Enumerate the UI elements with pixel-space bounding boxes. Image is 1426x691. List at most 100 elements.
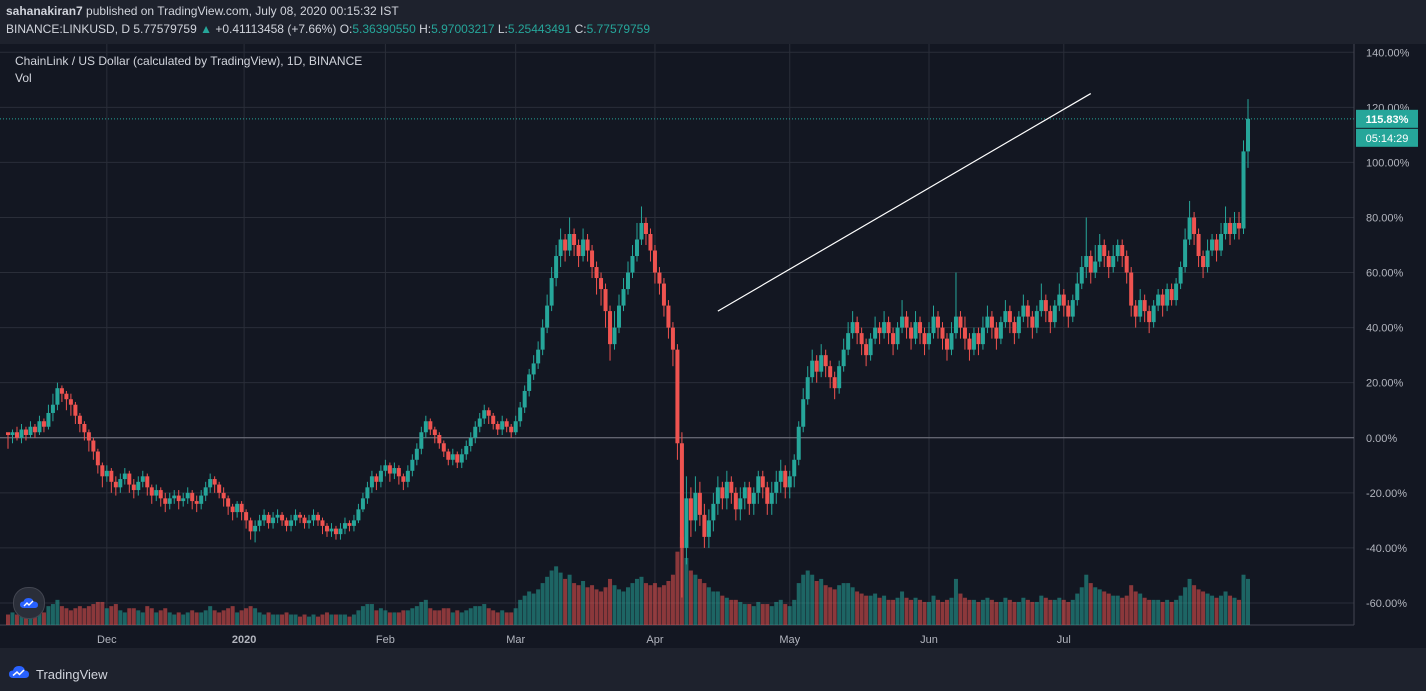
volume-bar <box>208 606 213 625</box>
candle-body <box>149 487 154 496</box>
volume-bar <box>1106 593 1111 625</box>
volume-bar <box>360 606 365 625</box>
volume-bar <box>383 610 388 625</box>
y-tick-label: 0.00% <box>1366 433 1397 445</box>
candle-body <box>765 487 770 504</box>
candle-body <box>756 476 761 493</box>
price-chart[interactable]: 140.00%120.00%100.00%80.00%60.00%40.00%2… <box>0 44 1426 648</box>
candle-body <box>244 512 249 521</box>
candle-body <box>1039 300 1044 312</box>
last-price: 5.77579759 <box>133 22 197 36</box>
volume-bar <box>891 599 896 625</box>
candle-body <box>154 490 159 496</box>
volume-bar <box>154 612 159 625</box>
volume-bar <box>931 595 936 625</box>
high-label: H: <box>419 22 432 36</box>
candle-body <box>230 506 235 513</box>
volume-bar <box>1223 591 1228 625</box>
candle-body <box>612 327 617 345</box>
candle-body <box>846 333 851 350</box>
volume-bar <box>720 595 725 625</box>
candle-body <box>886 322 891 334</box>
y-tick-label: 60.00% <box>1366 268 1404 280</box>
volume-bar <box>95 601 100 625</box>
volume-bar <box>464 610 469 625</box>
candle-body <box>944 338 949 350</box>
candle-body <box>311 514 316 521</box>
tradingview-cloud-icon[interactable] <box>13 587 45 619</box>
volume-bar <box>477 606 482 625</box>
candle-body <box>28 426 33 436</box>
volume-bar <box>1120 597 1125 625</box>
candle-body <box>1097 245 1102 262</box>
volume-bar <box>814 581 819 625</box>
volume-bar <box>307 616 312 625</box>
volume-bar <box>230 606 235 625</box>
candle-body <box>706 520 711 537</box>
candle-body <box>73 404 78 416</box>
volume-bar <box>967 599 972 625</box>
volume-bar <box>522 595 527 625</box>
volume-bar <box>455 610 460 625</box>
x-tick-label: Dec <box>97 634 117 646</box>
candle-body <box>877 327 882 334</box>
open-label: O: <box>339 22 353 36</box>
candle-body <box>1241 151 1246 229</box>
candle-body <box>540 327 545 350</box>
candle-body <box>670 327 675 350</box>
candle-body <box>401 476 406 482</box>
candle-body <box>572 233 577 246</box>
candle-body <box>909 327 914 339</box>
chart-area[interactable]: 140.00% 120.00% 100.00% 80.00% 60.00% 40.00% 2… <box>0 44 1426 648</box>
candle-body <box>643 222 648 234</box>
volume-bar <box>855 591 860 625</box>
candle-body <box>976 333 981 345</box>
chart-legend-title: ChainLink / US Dollar (calculated by Tra… <box>15 54 363 68</box>
volume-bar <box>873 593 878 625</box>
candle-body <box>405 470 410 482</box>
volume-bar <box>1214 597 1219 625</box>
candle-body <box>841 349 846 367</box>
candle-body <box>558 239 563 257</box>
publisher-name[interactable]: sahanakiran7 <box>6 4 83 18</box>
volume-bar <box>203 610 208 625</box>
volume-bar <box>558 572 563 625</box>
publish-info: published on TradingView.com, July 08, 2… <box>82 4 399 18</box>
publish-line: sahanakiran7 published on TradingView.co… <box>6 4 399 18</box>
candle-body <box>958 316 963 328</box>
candle-body <box>715 487 720 504</box>
brand-name: TradingView <box>36 667 108 682</box>
tradingview-logo-icon <box>8 664 30 685</box>
volume-bar <box>823 585 828 625</box>
volume-bar <box>482 604 487 625</box>
candle-body <box>576 245 581 257</box>
volume-bar <box>347 616 352 625</box>
candle-body <box>603 289 608 312</box>
candle-body <box>1012 322 1017 334</box>
x-tick-label: Apr <box>646 634 663 646</box>
volume-bar <box>953 578 958 625</box>
volume-bar <box>729 599 734 625</box>
volume-bar <box>998 601 1003 625</box>
candle-body <box>585 239 590 251</box>
volume-bar <box>1228 595 1233 625</box>
brand[interactable]: TradingView <box>8 664 108 685</box>
candle-body <box>176 495 181 502</box>
candle-body <box>711 503 716 521</box>
volume-bar <box>221 610 226 625</box>
candle-body <box>931 316 936 334</box>
x-tick-label: Feb <box>376 634 395 646</box>
candle-body <box>1147 311 1152 323</box>
candle-body <box>459 454 464 463</box>
candle-body <box>855 322 860 334</box>
volume-bar <box>1133 591 1138 625</box>
volume-bar <box>1201 591 1206 625</box>
candle-body <box>661 283 666 306</box>
volume-bar <box>338 614 343 625</box>
volume-bar <box>374 610 379 625</box>
candle-body <box>998 322 1003 339</box>
volume-bar <box>594 589 599 625</box>
volume-bar <box>783 604 788 625</box>
candle-body <box>369 476 374 488</box>
volume-bar <box>459 612 464 625</box>
